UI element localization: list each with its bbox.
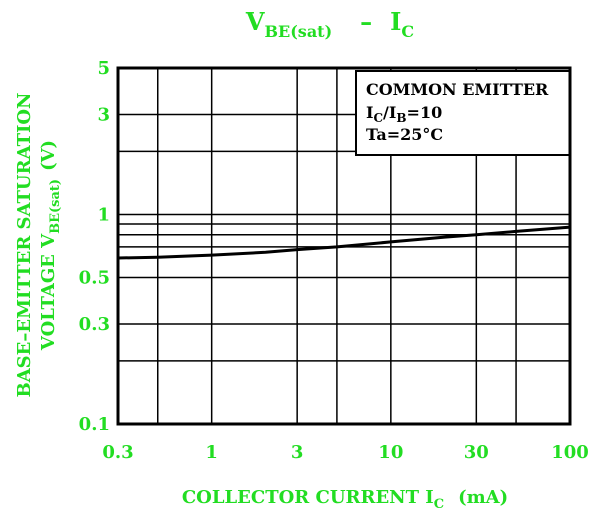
y-axis-label: BASE–EMITTER SATURATION VOLTAGE VBE(sat)…: [14, 92, 63, 397]
tick-labels: 0.3 1 3 10 30 100 0.1 0.3 0.5 1 3 5: [79, 58, 589, 463]
series: [117, 225, 571, 260]
chart-title: VBE(sat) – IC: [245, 7, 414, 41]
annotation-box: COMMON EMITTER IC/IB=10 Ta=25°C: [355, 70, 571, 156]
y-tick-label: 3: [97, 104, 110, 125]
y-tick-label: 1: [97, 204, 110, 225]
x-tick-label: 100: [551, 442, 589, 463]
y-tick-label: 0.3: [79, 314, 110, 335]
y-axis-label-line2: VOLTAGE VBE(sat)(V): [38, 140, 63, 351]
annotation-line3: Ta=25°C: [366, 125, 443, 144]
y-tick-label: 0.5: [79, 268, 110, 289]
x-tick-label: 3: [291, 442, 304, 463]
y-axis-label-line1: BASE–EMITTER SATURATION: [14, 92, 35, 397]
annotation-line2: IC/IB=10: [366, 103, 442, 125]
x-tick-label: 0.3: [102, 442, 133, 463]
x-axis-label: COLLECTOR CURRENT IC (mA): [182, 487, 508, 511]
annotation-line1: COMMON EMITTER: [366, 80, 549, 99]
plot-frame: [116, 66, 572, 426]
x-tick-label: 1: [205, 442, 218, 463]
x-tick-label: 30: [464, 442, 489, 463]
annotation-background: [355, 70, 571, 156]
x-tick-label: 10: [378, 442, 403, 463]
y-tick-label: 5: [97, 58, 110, 79]
y-tick-label: 0.1: [79, 414, 110, 435]
series-line: [117, 225, 571, 260]
